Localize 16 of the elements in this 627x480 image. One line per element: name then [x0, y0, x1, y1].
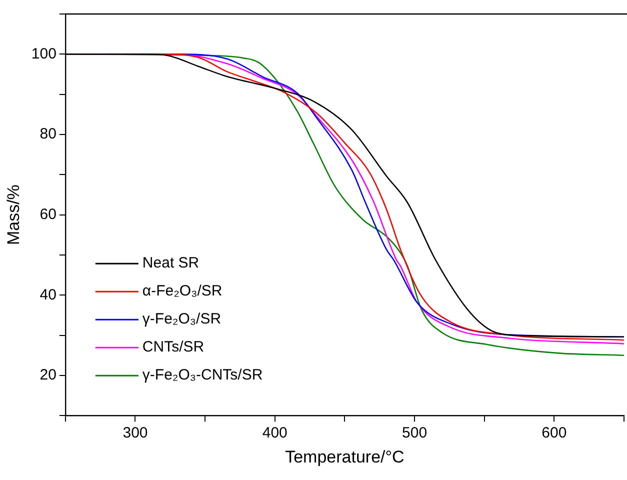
y-axis-title: Mass/%	[4, 184, 23, 246]
x-tick-label: 300	[122, 424, 148, 442]
y-tick-label: 40	[40, 286, 56, 304]
legend-label: γ-Fe₂O₃/SR	[142, 310, 222, 328]
legend-label: Neat SR	[142, 254, 200, 272]
x-tick-label: 400	[262, 424, 288, 442]
y-tick-label: 60	[40, 206, 56, 223]
x-axis-title: Temperature/°C	[285, 447, 404, 466]
y-tick-label: 100	[31, 45, 56, 62]
legend-label: γ-Fe₂O₃-CNTs/SR	[142, 366, 263, 384]
legend-label: CNTs/SR	[142, 338, 204, 356]
y-tick-label: 80	[40, 126, 56, 143]
x-tick-label: 500	[402, 424, 428, 442]
legend-label: α-Fe₂O₃/SR	[142, 282, 222, 300]
y-tick-label: 20	[40, 366, 56, 384]
x-tick-label: 600	[542, 424, 567, 442]
